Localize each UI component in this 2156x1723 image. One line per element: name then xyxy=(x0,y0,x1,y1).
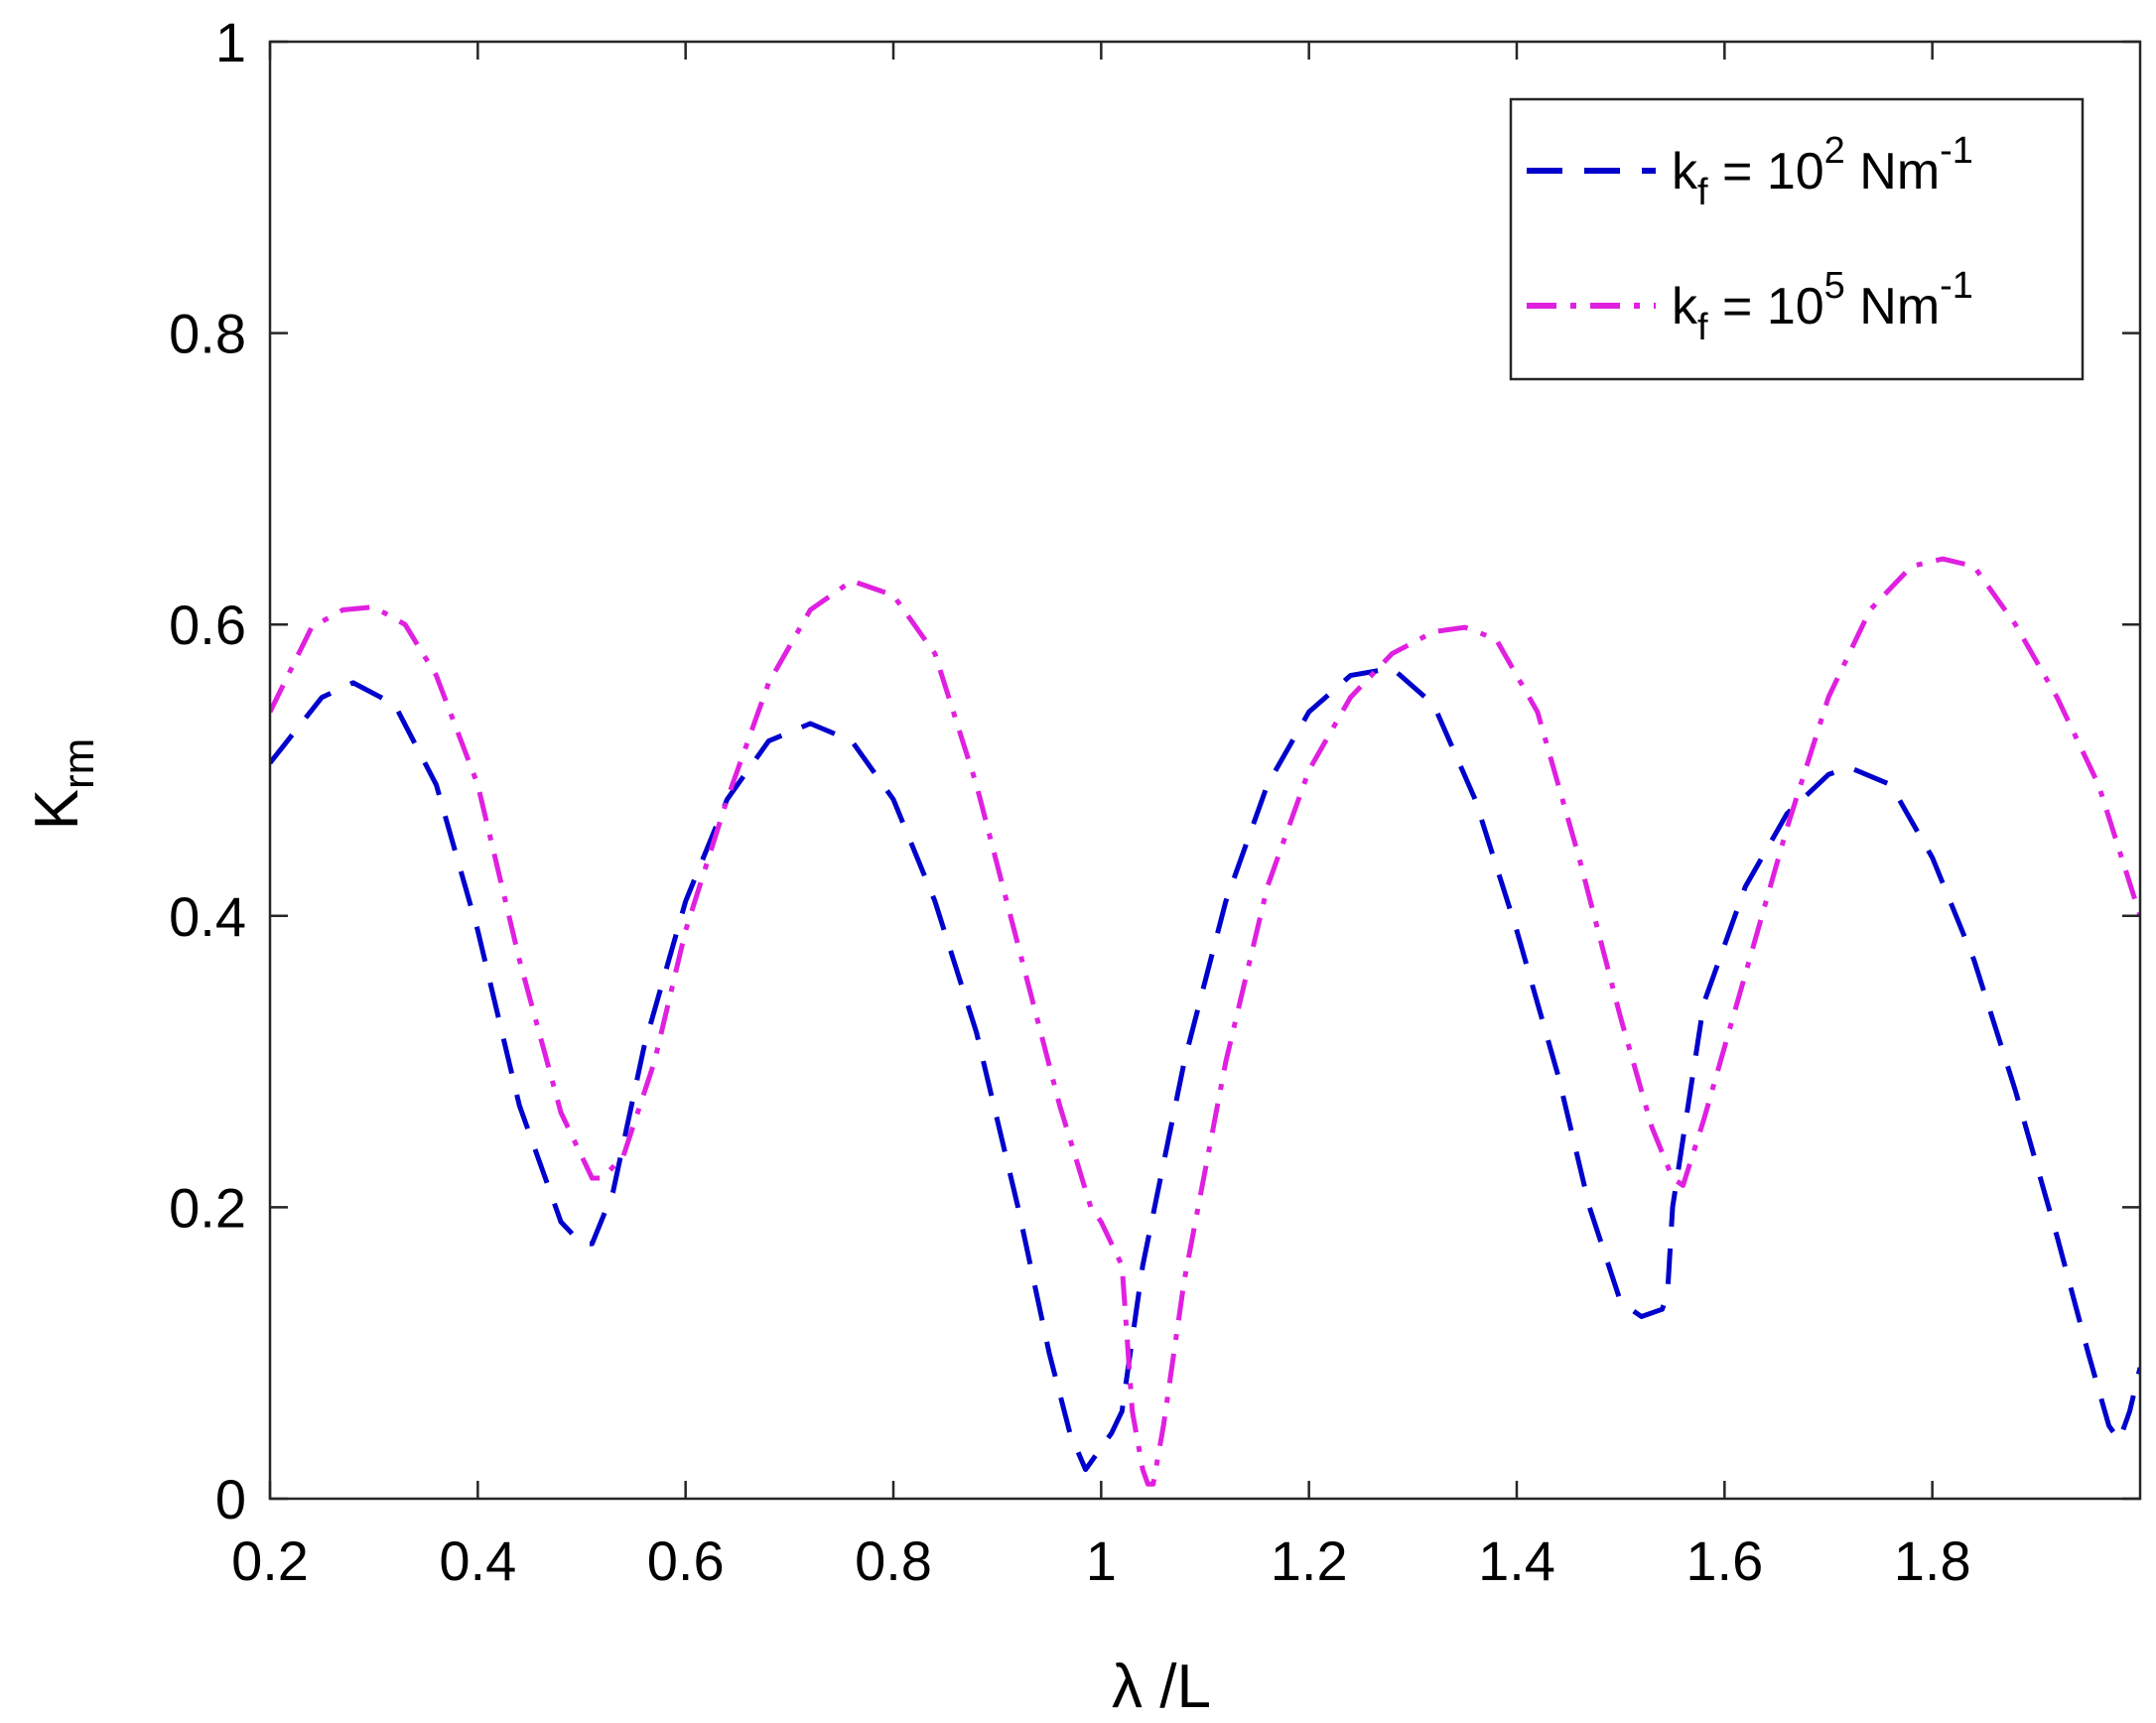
x-tick-label: 0.6 xyxy=(647,1529,725,1592)
plot-area xyxy=(270,556,2140,1487)
x-tick-label: 0.8 xyxy=(855,1529,932,1592)
x-tick-label: 1 xyxy=(1086,1529,1117,1592)
x-tick-label: 1.2 xyxy=(1271,1529,1348,1592)
legend-label-2: kf = 105 Nm-1 xyxy=(1672,265,1973,348)
y-tick-label: 0.4 xyxy=(169,885,246,948)
legend-entry-1: kf = 102 Nm-1 xyxy=(1527,130,1973,213)
y-tick-label: 0 xyxy=(215,1468,246,1530)
legend-label-1: kf = 102 Nm-1 xyxy=(1672,130,1973,213)
x-tick-label: 1.6 xyxy=(1685,1529,1763,1592)
y-tick-label: 0.2 xyxy=(169,1176,246,1239)
y-tick-label: 1 xyxy=(215,11,246,73)
y-axis-label-sub: rm xyxy=(55,738,103,789)
y-tick-label: 0.8 xyxy=(169,303,246,365)
series-line-1 xyxy=(270,665,2140,1473)
axes: 0.2 0.4 0.6 0.8 1 1.2 1.4 1.6 1.800.20.40.60.81 xyxy=(169,11,2142,1592)
legend-entry-2: kf = 105 Nm-1 xyxy=(1527,265,1973,348)
x-tick-label: 0.2 xyxy=(231,1529,309,1592)
y-axis-label-main: K xyxy=(23,789,91,830)
y-axis-label: Krm xyxy=(23,738,103,831)
axes-frame xyxy=(268,40,2142,1501)
x-tick-label: 1.4 xyxy=(1478,1529,1555,1592)
series-line-2 xyxy=(270,556,2140,1487)
x-tick-label: 0.4 xyxy=(439,1529,516,1592)
legend-box xyxy=(1509,97,2085,381)
y-tick-label: 0.6 xyxy=(169,594,246,656)
x-tick-label: 1.8 xyxy=(1894,1529,1971,1592)
x-axis-label: λ /L xyxy=(1112,1653,1211,1721)
legend: kf = 102 Nm-1 kf = 105 Nm-1 xyxy=(1509,97,2085,381)
